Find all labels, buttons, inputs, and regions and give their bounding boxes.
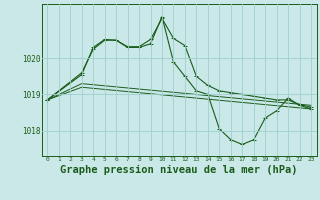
X-axis label: Graphe pression niveau de la mer (hPa): Graphe pression niveau de la mer (hPa) bbox=[60, 165, 298, 175]
